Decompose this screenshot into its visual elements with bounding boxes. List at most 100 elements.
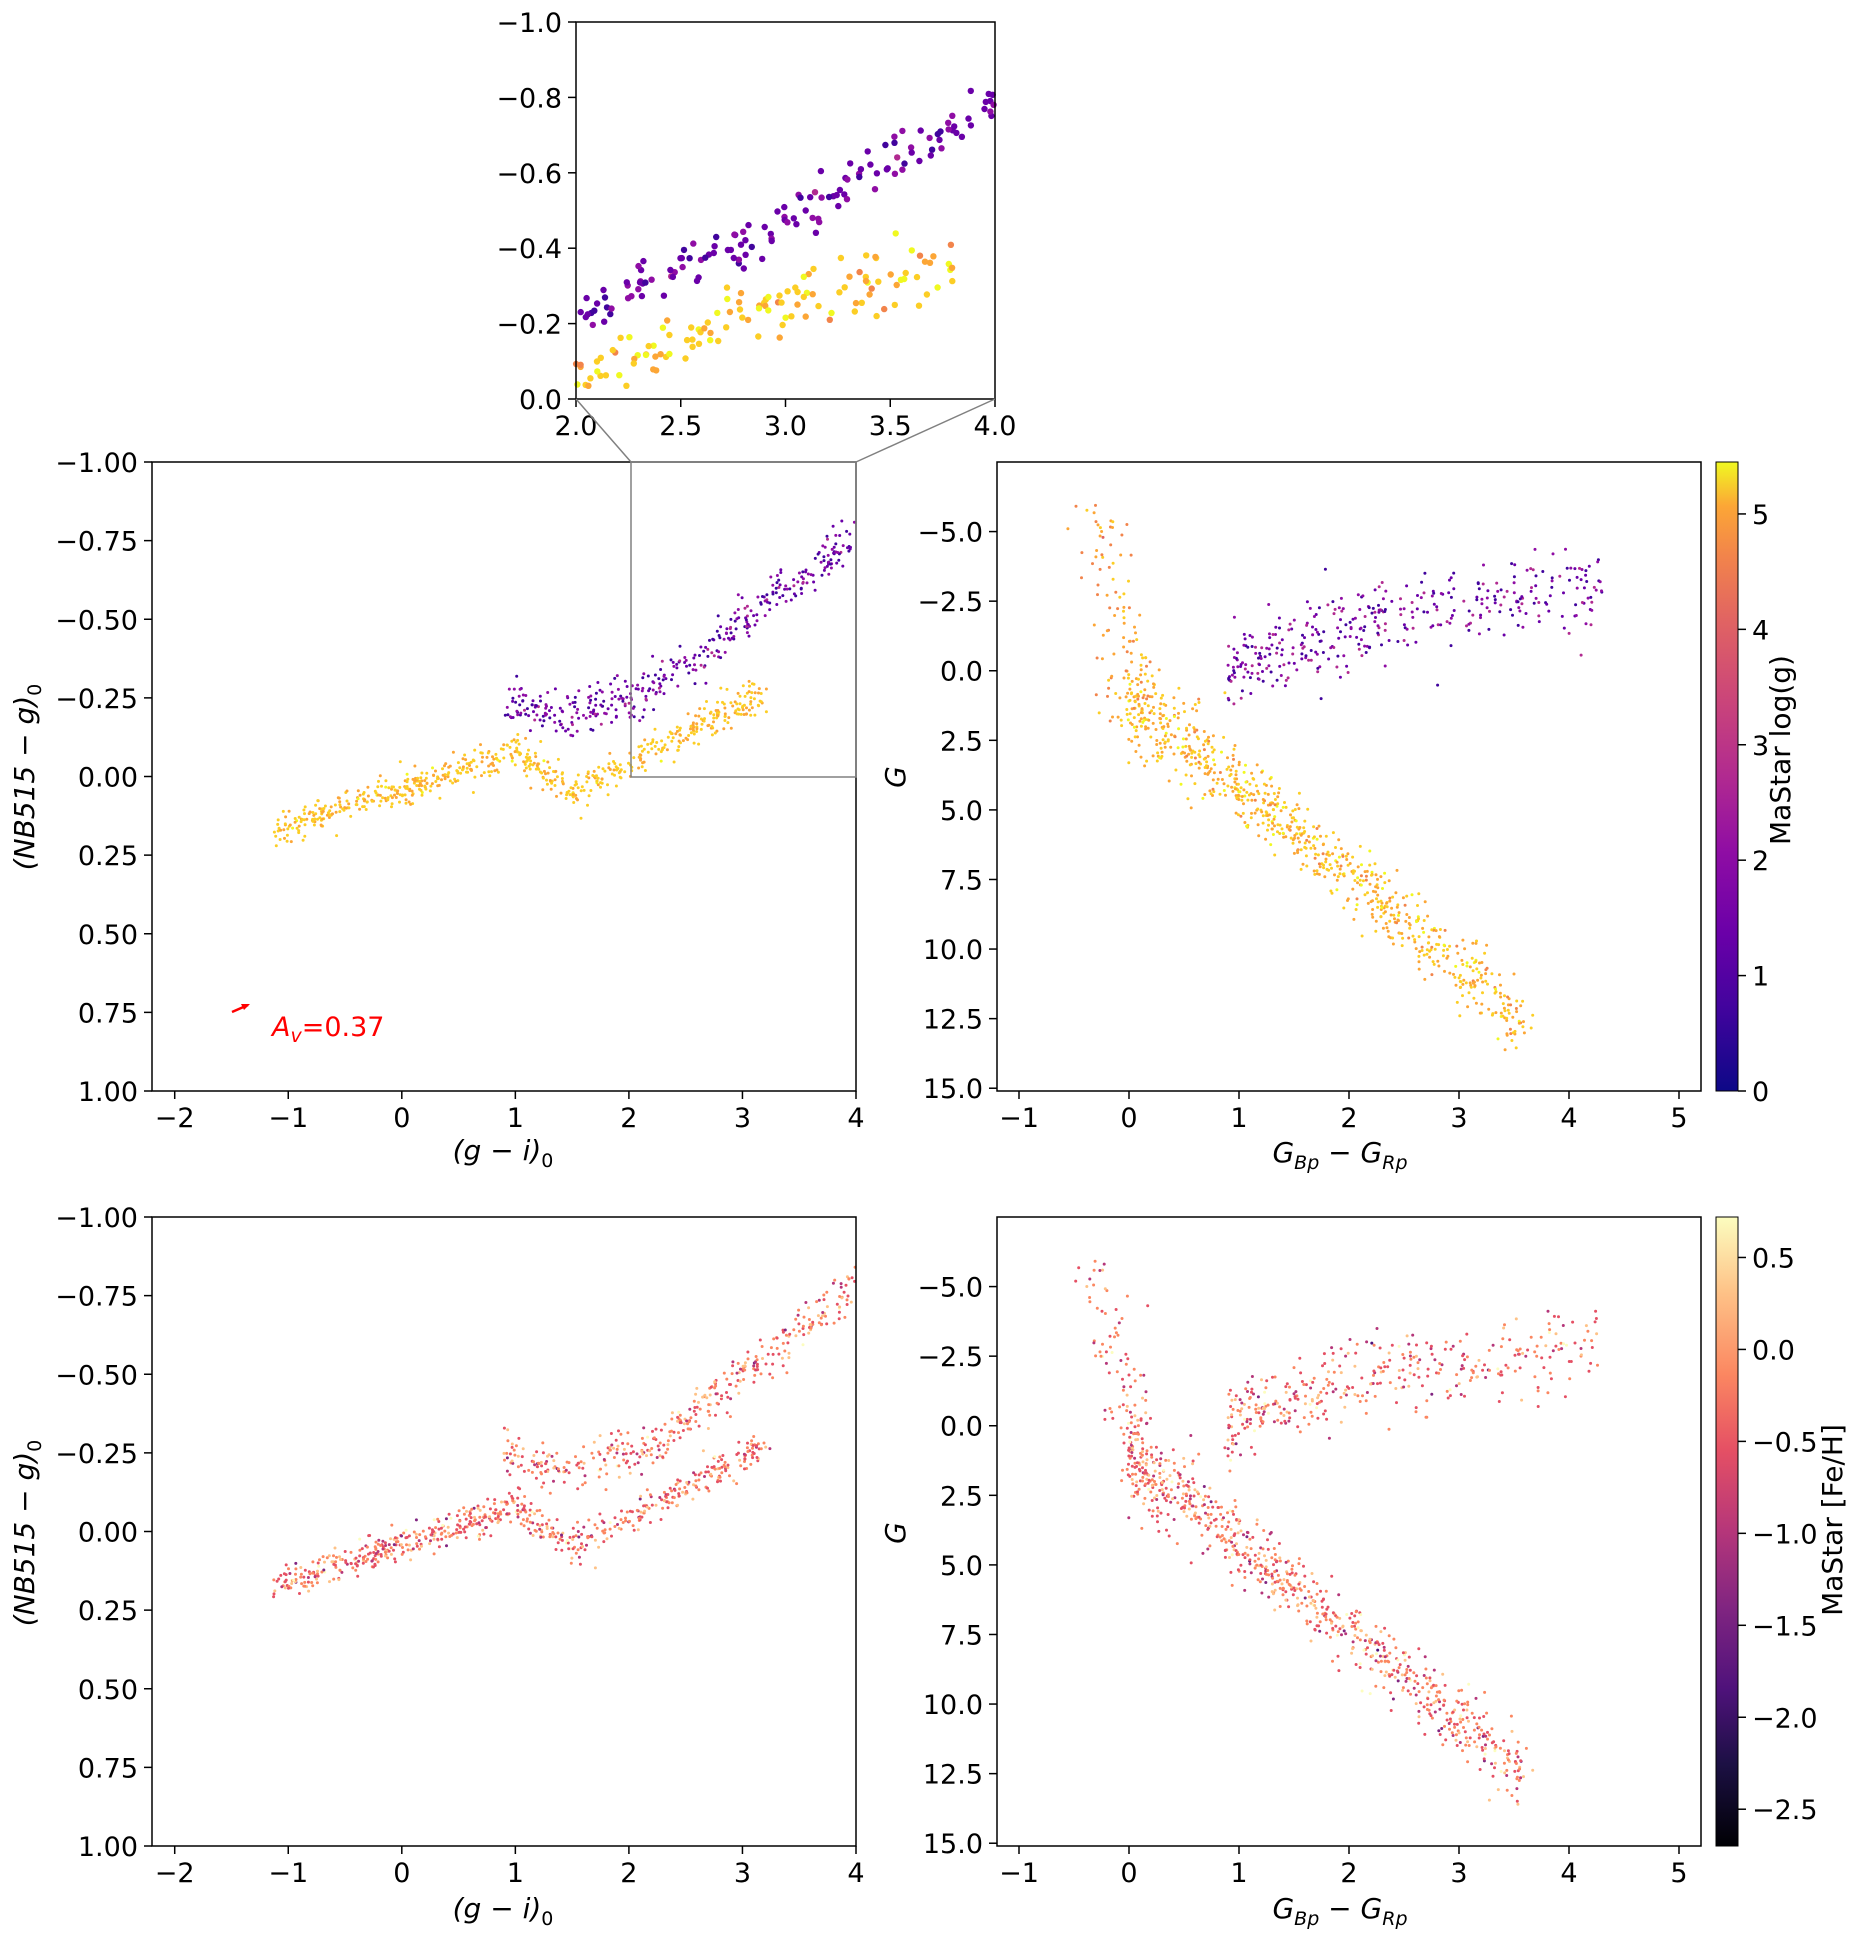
bottom-right-point bbox=[1183, 1504, 1187, 1508]
bottom-left-point bbox=[735, 1482, 739, 1486]
bottom-right-point bbox=[1565, 1343, 1568, 1347]
bottom-left-point bbox=[576, 1487, 580, 1491]
bottom-right-point bbox=[1397, 1344, 1401, 1348]
top-right-point bbox=[1249, 816, 1253, 820]
top-right-point bbox=[1124, 695, 1128, 699]
bottom-right-point bbox=[1127, 1516, 1131, 1520]
bottom-left-point bbox=[576, 1530, 580, 1533]
top-left-point bbox=[432, 773, 435, 777]
bottom-right-point bbox=[1297, 1557, 1301, 1561]
bottom-right-point bbox=[1499, 1345, 1503, 1349]
bottom-right-point bbox=[1273, 1553, 1277, 1556]
bottom-left-point bbox=[676, 1419, 680, 1423]
bottom-right-point bbox=[1284, 1598, 1288, 1602]
top-right-point bbox=[1442, 943, 1446, 947]
top-left-point bbox=[650, 747, 654, 751]
top-left-point bbox=[825, 564, 829, 568]
top-right-point bbox=[1355, 903, 1359, 907]
bottom-left-point bbox=[519, 1522, 523, 1526]
inset-point bbox=[815, 215, 822, 222]
top-left-point bbox=[705, 700, 708, 703]
top-right-point bbox=[1530, 586, 1533, 590]
top-right-point bbox=[1255, 763, 1259, 767]
bottom-right-point bbox=[1098, 1350, 1102, 1354]
bottom-right-point bbox=[1403, 1378, 1407, 1382]
bottom-right-point bbox=[1313, 1627, 1317, 1631]
bottom-left-point bbox=[640, 1472, 644, 1476]
bottom-left-point bbox=[556, 1541, 560, 1545]
bottom-right-point bbox=[1152, 1474, 1156, 1478]
top-left-point bbox=[444, 762, 448, 766]
top-left-point bbox=[524, 694, 528, 697]
top-left-point bbox=[511, 696, 515, 700]
top-right-point bbox=[1364, 874, 1368, 878]
bottom-left-point bbox=[742, 1378, 746, 1381]
top-right-point bbox=[1399, 613, 1403, 617]
top-right-point bbox=[1448, 578, 1451, 582]
bottom-left-point bbox=[571, 1538, 575, 1541]
bottom-right-point bbox=[1136, 1490, 1139, 1494]
bottom-left-point bbox=[824, 1314, 827, 1318]
bottom-right-point bbox=[1303, 1574, 1307, 1578]
top-left-point bbox=[277, 826, 281, 830]
inset-point bbox=[945, 119, 952, 127]
bottom-left-point bbox=[737, 1391, 741, 1395]
top-left-point bbox=[325, 813, 329, 817]
bottom-right-point bbox=[1504, 1363, 1508, 1367]
inset-point bbox=[790, 215, 797, 222]
bottom-right-point bbox=[1094, 1354, 1098, 1358]
top-right-point bbox=[1119, 718, 1123, 722]
bottom-right-point bbox=[1353, 1624, 1356, 1628]
bottom-right-point bbox=[1596, 1363, 1599, 1367]
inset-point bbox=[657, 351, 664, 358]
top-right-point bbox=[1239, 696, 1243, 700]
top-right-point bbox=[1418, 950, 1422, 954]
top-right-point bbox=[1371, 915, 1375, 919]
bottom-left-point bbox=[387, 1543, 391, 1547]
bottom-left-point bbox=[390, 1523, 394, 1527]
bottom-right-point bbox=[1278, 1405, 1282, 1409]
bottom-left-point bbox=[313, 1575, 317, 1579]
top-right-point bbox=[1126, 691, 1130, 695]
top-left-point bbox=[390, 785, 394, 789]
bottom-left-point bbox=[283, 1586, 287, 1590]
bottom-left-point bbox=[365, 1545, 369, 1549]
inset-point bbox=[805, 270, 812, 278]
top-left-point bbox=[297, 815, 301, 819]
top-right-point bbox=[1139, 711, 1143, 715]
top-right-point bbox=[1111, 526, 1114, 529]
bottom-right-point bbox=[1375, 1327, 1379, 1330]
inset-point bbox=[616, 372, 623, 379]
bottom-right-point bbox=[1323, 1409, 1327, 1413]
top-left-point bbox=[383, 796, 387, 800]
top-left-point bbox=[535, 713, 539, 717]
bottom-right-point bbox=[1128, 1474, 1132, 1478]
top-left-point bbox=[745, 614, 749, 618]
top-left-point bbox=[586, 770, 590, 774]
top-left-point bbox=[719, 625, 723, 629]
bottom-right-point bbox=[1445, 1718, 1449, 1722]
top-left-ytick-label: 0.00 bbox=[78, 763, 138, 794]
bottom-right-point bbox=[1533, 1350, 1537, 1354]
top-right-point bbox=[1511, 1031, 1515, 1035]
top-left-point bbox=[644, 694, 648, 698]
top-left-point bbox=[569, 786, 573, 790]
top-right-point bbox=[1309, 658, 1313, 662]
top-left-point bbox=[749, 700, 753, 704]
inset-point bbox=[715, 337, 722, 345]
top-right-point bbox=[1367, 606, 1371, 610]
bottom-left-point bbox=[651, 1461, 655, 1465]
bottom-left-point bbox=[636, 1461, 640, 1465]
bottom-left-point bbox=[316, 1561, 320, 1565]
bottom-left-point bbox=[639, 1494, 643, 1498]
bottom-left-point bbox=[469, 1516, 473, 1520]
bottom-left-point bbox=[610, 1534, 613, 1538]
top-right-point bbox=[1181, 745, 1185, 749]
top-left-point bbox=[687, 671, 691, 675]
top-left-point bbox=[702, 665, 706, 669]
top-right-point bbox=[1158, 712, 1162, 716]
top-right-point bbox=[1383, 910, 1387, 914]
bottom-left-point bbox=[436, 1537, 440, 1541]
inset-point bbox=[667, 266, 674, 274]
top-right-point bbox=[1425, 952, 1429, 956]
